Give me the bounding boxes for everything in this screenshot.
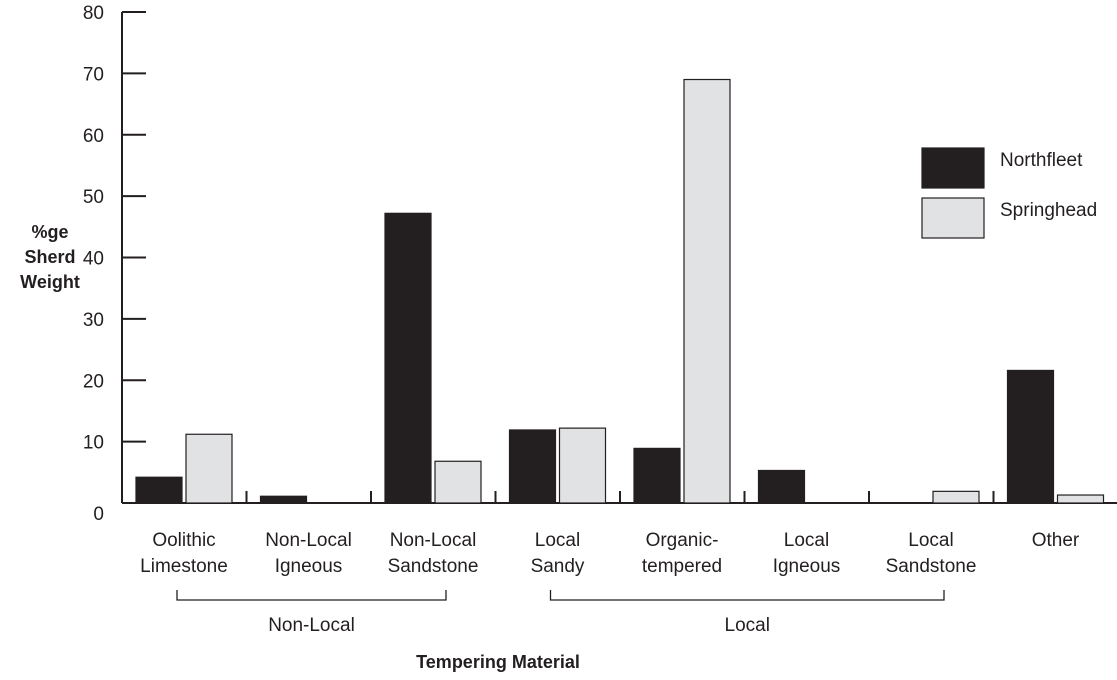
y-tick-label: 80 [83, 3, 104, 24]
bar-northfleet-4 [633, 447, 681, 504]
group-label: Local [725, 615, 770, 636]
category-label: Oolithic Limestone [140, 530, 228, 577]
bar-northfleet-5 [757, 469, 806, 504]
bar-northfleet-7 [1006, 369, 1055, 504]
category-label: Organic-tempered [642, 530, 722, 577]
y-tick-label: 20 [83, 371, 104, 392]
group-label: Non-Local [268, 615, 355, 636]
bar-northfleet-3 [508, 429, 557, 504]
legend-swatch-northfleet [921, 147, 985, 189]
y-tick-label: 40 [83, 249, 104, 270]
bar-springhead-2 [434, 460, 482, 504]
legend-label-springhead: Springhead [1000, 200, 1097, 221]
category-label: Other [1032, 530, 1080, 551]
bar-northfleet-1 [259, 495, 308, 504]
y-axis: 0 10 20 30 40 50 60 70 80 [83, 3, 146, 525]
y-tick-label: 70 [83, 64, 104, 85]
category-label: Non-Local Sandstone [388, 530, 479, 577]
bar-springhead-0 [185, 433, 233, 504]
group-brackets: Non-Local Local [176, 590, 945, 636]
bar-springhead-4 [683, 78, 731, 504]
legend-swatch-springhead [921, 197, 985, 239]
legend: Northfleet Springhead [921, 147, 1097, 239]
category-label: Local Sandy [531, 530, 585, 577]
category-label: Local Sandstone [886, 530, 977, 577]
y-axis-title: %ge Sherd Weight [20, 222, 80, 292]
bar-springhead-7 [1056, 494, 1105, 504]
x-axis-title: Tempering Material [416, 652, 580, 672]
legend-label-northfleet: Northfleet [1000, 150, 1083, 171]
group-bracket [549, 590, 945, 601]
y-tick-label: 30 [83, 310, 104, 331]
category-label: Local Igneous [773, 530, 841, 577]
y-tick-label: 50 [83, 187, 104, 208]
bar-northfleet-0 [135, 476, 183, 504]
y-tick-label: 10 [83, 433, 104, 454]
bar-northfleet-2 [384, 212, 432, 504]
y-tick-label: 60 [83, 126, 104, 147]
category-label: Non-Local Igneous [265, 530, 352, 577]
bar-springhead-3 [558, 427, 607, 504]
bar-springhead-6 [932, 490, 980, 504]
group-bracket [176, 590, 447, 601]
bars [135, 78, 1105, 504]
category-labels: Oolithic Limestone Non-Local Igneous Non-Loc… [140, 530, 1080, 577]
y-tick-label: 0 [93, 504, 104, 525]
